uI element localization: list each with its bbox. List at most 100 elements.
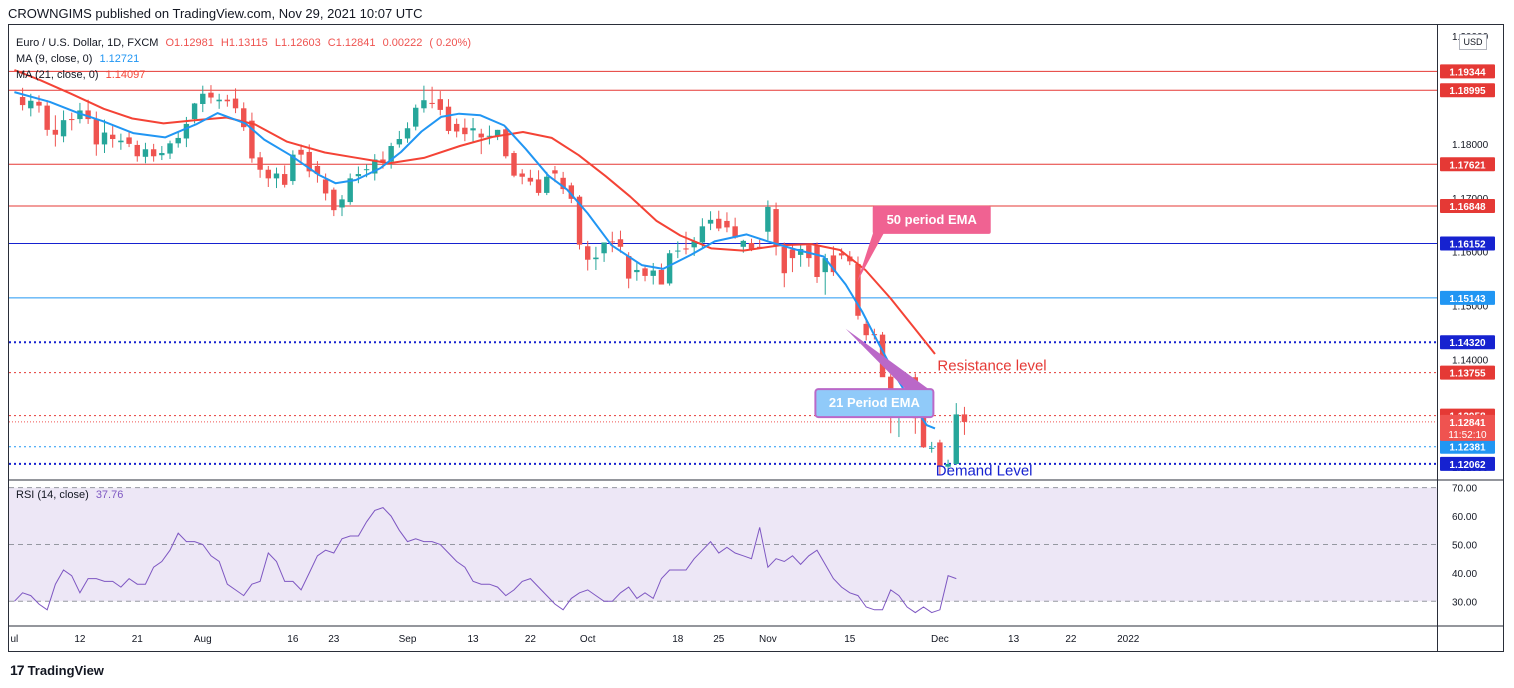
candle-body <box>576 196 583 245</box>
candle-body <box>429 102 435 104</box>
ma9-line <box>14 91 936 430</box>
level-badge-label: 1.12381 <box>1449 443 1486 454</box>
legend-ma9-value: 1.12721 <box>99 53 140 65</box>
candle-body <box>69 119 75 121</box>
time-tick-label: 15 <box>844 634 856 645</box>
time-tick-label: ul <box>11 634 19 645</box>
candle-body <box>249 120 255 159</box>
candle-body <box>683 248 689 250</box>
ema50-callout-box <box>872 205 991 234</box>
legend-ma21-row[interactable]: MA (21, close, 0) 1.14097 <box>16 69 149 81</box>
rsi-tick-label: 60.00 <box>1452 512 1477 523</box>
rsi-tick-label: 30.00 <box>1452 597 1477 608</box>
candle-body <box>822 258 828 273</box>
candle-body <box>920 417 927 448</box>
time-tick-label: 13 <box>1008 634 1020 645</box>
candle-body <box>109 134 116 140</box>
candle-body <box>544 176 550 193</box>
candle-body <box>838 253 845 256</box>
level-badge-label: 1.16848 <box>1449 202 1486 213</box>
legend-ma9-row[interactable]: MA (9, close, 0) 1.12721 <box>16 53 143 65</box>
candle-body <box>191 103 198 120</box>
candle-body <box>855 264 861 316</box>
candle-body <box>388 146 394 162</box>
candle-body <box>167 143 173 154</box>
candle-body <box>200 93 206 104</box>
candle-body <box>797 248 804 255</box>
candle-body <box>789 249 796 259</box>
demand-label: Demand Level <box>936 462 1033 479</box>
candle-body <box>462 127 468 135</box>
candle-body <box>322 179 329 194</box>
candle-body <box>134 144 140 157</box>
candle-body <box>568 185 575 199</box>
legend-change-pct: ( 0.20%) <box>429 37 471 49</box>
time-tick-label: 2022 <box>1117 634 1140 645</box>
tradingview-logo[interactable]: 17 TradingView <box>10 662 104 678</box>
ema21-callout-box <box>814 388 935 419</box>
legend-rsi-row[interactable]: RSI (14, close) 37.76 <box>16 489 127 501</box>
candle-body <box>478 133 484 138</box>
candle-body <box>290 154 296 182</box>
time-tick-label: Nov <box>759 634 777 645</box>
legend-close: C1.12841 <box>327 37 376 49</box>
ema50-callout-text: 50 period EMA <box>887 212 978 227</box>
candle-body <box>52 129 59 135</box>
candle-body <box>699 226 706 243</box>
price-tick-label: 1.15000 <box>1452 302 1489 313</box>
candle-body <box>273 173 280 179</box>
level-badge <box>1440 157 1495 172</box>
level-badge <box>1440 456 1495 471</box>
candle-body <box>511 153 517 176</box>
level-badge-label: 1.18995 <box>1449 86 1486 97</box>
candle-body <box>945 463 951 467</box>
current-price-label: 1.12841 <box>1449 418 1486 429</box>
price-tick-label: 1.16000 <box>1452 248 1489 259</box>
level-badge <box>1440 64 1495 79</box>
candle-body <box>372 159 378 174</box>
legend-ma21-label: MA (21, close, 0) <box>16 69 99 81</box>
time-tick-label: 23 <box>328 634 340 645</box>
currency-badge[interactable]: USD <box>1459 34 1487 50</box>
time-tick-label: 22 <box>525 634 537 645</box>
level-badge-label: 1.12062 <box>1449 460 1486 471</box>
time-tick-label: Aug <box>194 634 212 645</box>
candle-body <box>306 151 312 172</box>
time-tick-label: Sep <box>399 634 417 645</box>
legend-high: H1.13115 <box>220 37 268 49</box>
candle-body <box>928 447 935 449</box>
countdown-label: 11:52:10 <box>1448 430 1487 441</box>
candle-body <box>159 153 165 156</box>
legend-rsi-label: RSI (14, close) <box>16 489 89 501</box>
candle-body <box>118 140 124 143</box>
candle-body <box>101 132 108 145</box>
rsi-line <box>14 507 957 614</box>
candle-body <box>691 241 697 248</box>
candle-body <box>314 165 321 175</box>
published-header: CROWNGIMS published on TradingView.com, … <box>8 6 423 21</box>
candle-body <box>961 414 968 422</box>
candle-body <box>953 414 959 464</box>
candle-body <box>257 157 263 170</box>
candle-body <box>675 250 681 252</box>
candle-body <box>421 100 427 109</box>
candle-body <box>19 96 26 106</box>
candle-body <box>208 92 214 98</box>
candle-body <box>863 323 869 336</box>
candle-body <box>36 101 42 106</box>
candle-body <box>765 206 771 232</box>
ma21-line <box>14 69 936 355</box>
candle-body <box>241 108 247 128</box>
time-tick-label: 21 <box>132 634 144 645</box>
chart-frame <box>8 24 1504 652</box>
candle-body <box>519 173 525 177</box>
candle-body <box>830 255 837 273</box>
candle-body <box>44 105 50 130</box>
candle-body <box>773 209 779 246</box>
candle-body <box>347 178 353 203</box>
candle-body <box>552 170 558 174</box>
candle-body <box>601 242 607 254</box>
legend-symbol: Euro / U.S. Dollar, 1D, FXCM <box>16 37 159 49</box>
candle-body <box>265 169 271 179</box>
